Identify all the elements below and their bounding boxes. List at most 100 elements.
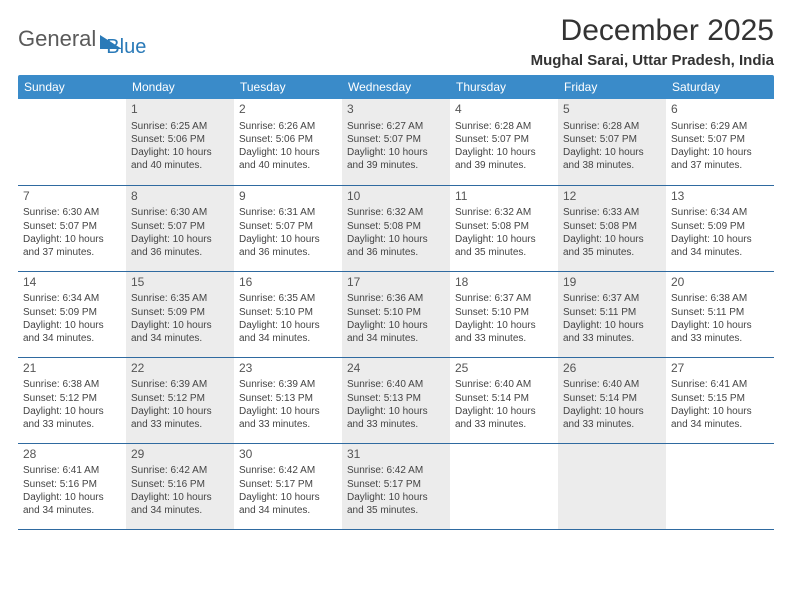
calendar-cell: 12Sunrise: 6:33 AMSunset: 5:08 PMDayligh… [558, 185, 666, 271]
calendar-cell: 8Sunrise: 6:30 AMSunset: 5:07 PMDaylight… [126, 185, 234, 271]
weekday-header: Friday [558, 75, 666, 99]
daylight-line: Daylight: 10 hours and 35 minutes. [347, 491, 445, 517]
sunset-line: Sunset: 5:14 PM [563, 392, 661, 405]
daylight-line: Daylight: 10 hours and 36 minutes. [347, 233, 445, 259]
daylight-line: Daylight: 10 hours and 34 minutes. [671, 405, 769, 431]
sunrise-line: Sunrise: 6:35 AM [239, 292, 337, 305]
daylight-line: Daylight: 10 hours and 34 minutes. [131, 319, 229, 345]
sunset-line: Sunset: 5:10 PM [239, 306, 337, 319]
sunrise-line: Sunrise: 6:32 AM [347, 206, 445, 219]
day-number: 11 [455, 189, 553, 205]
daylight-line: Daylight: 10 hours and 33 minutes. [563, 405, 661, 431]
sunrise-line: Sunrise: 6:40 AM [347, 378, 445, 391]
sunrise-line: Sunrise: 6:40 AM [563, 378, 661, 391]
sunrise-line: Sunrise: 6:38 AM [23, 378, 121, 391]
sunset-line: Sunset: 5:08 PM [563, 220, 661, 233]
sunrise-line: Sunrise: 6:31 AM [239, 206, 337, 219]
daylight-line: Daylight: 10 hours and 34 minutes. [23, 491, 121, 517]
calendar-cell: 11Sunrise: 6:32 AMSunset: 5:08 PMDayligh… [450, 185, 558, 271]
daylight-line: Daylight: 10 hours and 33 minutes. [455, 319, 553, 345]
day-number: 10 [347, 189, 445, 205]
day-number: 13 [671, 189, 769, 205]
day-number: 27 [671, 361, 769, 377]
daylight-line: Daylight: 10 hours and 37 minutes. [23, 233, 121, 259]
sunset-line: Sunset: 5:07 PM [23, 220, 121, 233]
calendar-cell: 2Sunrise: 6:26 AMSunset: 5:06 PMDaylight… [234, 99, 342, 185]
sunrise-line: Sunrise: 6:41 AM [23, 464, 121, 477]
weekday-header: Tuesday [234, 75, 342, 99]
sunrise-line: Sunrise: 6:33 AM [563, 206, 661, 219]
sunset-line: Sunset: 5:12 PM [131, 392, 229, 405]
sunrise-line: Sunrise: 6:40 AM [455, 378, 553, 391]
sunset-line: Sunset: 5:07 PM [131, 220, 229, 233]
sunrise-line: Sunrise: 6:34 AM [671, 206, 769, 219]
daylight-line: Daylight: 10 hours and 33 minutes. [455, 405, 553, 431]
day-number: 28 [23, 447, 121, 463]
sunset-line: Sunset: 5:09 PM [671, 220, 769, 233]
sunrise-line: Sunrise: 6:29 AM [671, 120, 769, 133]
calendar-cell: 4Sunrise: 6:28 AMSunset: 5:07 PMDaylight… [450, 99, 558, 185]
sunrise-line: Sunrise: 6:27 AM [347, 120, 445, 133]
day-number: 31 [347, 447, 445, 463]
daylight-line: Daylight: 10 hours and 36 minutes. [239, 233, 337, 259]
day-number: 22 [131, 361, 229, 377]
logo-word-general: General [18, 26, 96, 52]
calendar-cell [666, 443, 774, 529]
day-number: 25 [455, 361, 553, 377]
calendar-cell: 9Sunrise: 6:31 AMSunset: 5:07 PMDaylight… [234, 185, 342, 271]
sunset-line: Sunset: 5:09 PM [131, 306, 229, 319]
sunrise-line: Sunrise: 6:25 AM [131, 120, 229, 133]
day-number: 30 [239, 447, 337, 463]
day-number: 2 [239, 102, 337, 118]
calendar-cell [558, 443, 666, 529]
calendar-row: 28Sunrise: 6:41 AMSunset: 5:16 PMDayligh… [18, 443, 774, 529]
daylight-line: Daylight: 10 hours and 34 minutes. [131, 491, 229, 517]
calendar-cell: 24Sunrise: 6:40 AMSunset: 5:13 PMDayligh… [342, 357, 450, 443]
calendar-cell: 14Sunrise: 6:34 AMSunset: 5:09 PMDayligh… [18, 271, 126, 357]
day-number: 19 [563, 275, 661, 291]
sunset-line: Sunset: 5:15 PM [671, 392, 769, 405]
logo-word-blue: Blue [106, 36, 146, 59]
sunset-line: Sunset: 5:11 PM [563, 306, 661, 319]
day-number: 18 [455, 275, 553, 291]
sunset-line: Sunset: 5:07 PM [239, 220, 337, 233]
sunrise-line: Sunrise: 6:32 AM [455, 206, 553, 219]
day-number: 4 [455, 102, 553, 118]
calendar-row: 7Sunrise: 6:30 AMSunset: 5:07 PMDaylight… [18, 185, 774, 271]
day-number: 8 [131, 189, 229, 205]
calendar-cell: 28Sunrise: 6:41 AMSunset: 5:16 PMDayligh… [18, 443, 126, 529]
sunrise-line: Sunrise: 6:42 AM [131, 464, 229, 477]
sunrise-line: Sunrise: 6:28 AM [455, 120, 553, 133]
weekday-header: Sunday [18, 75, 126, 99]
sunset-line: Sunset: 5:08 PM [347, 220, 445, 233]
sunset-line: Sunset: 5:09 PM [23, 306, 121, 319]
sunrise-line: Sunrise: 6:41 AM [671, 378, 769, 391]
calendar-cell: 22Sunrise: 6:39 AMSunset: 5:12 PMDayligh… [126, 357, 234, 443]
sunrise-line: Sunrise: 6:34 AM [23, 292, 121, 305]
calendar-cell: 3Sunrise: 6:27 AMSunset: 5:07 PMDaylight… [342, 99, 450, 185]
calendar-cell: 5Sunrise: 6:28 AMSunset: 5:07 PMDaylight… [558, 99, 666, 185]
location-label: Mughal Sarai, Uttar Pradesh, India [531, 52, 774, 69]
daylight-line: Daylight: 10 hours and 33 minutes. [239, 405, 337, 431]
sunrise-line: Sunrise: 6:36 AM [347, 292, 445, 305]
daylight-line: Daylight: 10 hours and 33 minutes. [671, 319, 769, 345]
calendar-cell: 6Sunrise: 6:29 AMSunset: 5:07 PMDaylight… [666, 99, 774, 185]
logo: General Blue [18, 18, 146, 59]
calendar-cell: 30Sunrise: 6:42 AMSunset: 5:17 PMDayligh… [234, 443, 342, 529]
day-number: 6 [671, 102, 769, 118]
sunset-line: Sunset: 5:06 PM [131, 133, 229, 146]
calendar-cell: 19Sunrise: 6:37 AMSunset: 5:11 PMDayligh… [558, 271, 666, 357]
month-title: December 2025 [531, 14, 774, 48]
sunset-line: Sunset: 5:10 PM [455, 306, 553, 319]
day-number: 20 [671, 275, 769, 291]
daylight-line: Daylight: 10 hours and 35 minutes. [455, 233, 553, 259]
calendar-cell: 25Sunrise: 6:40 AMSunset: 5:14 PMDayligh… [450, 357, 558, 443]
title-block: December 2025 Mughal Sarai, Uttar Prades… [531, 14, 774, 69]
sunrise-line: Sunrise: 6:30 AM [131, 206, 229, 219]
daylight-line: Daylight: 10 hours and 34 minutes. [239, 491, 337, 517]
calendar-cell: 31Sunrise: 6:42 AMSunset: 5:17 PMDayligh… [342, 443, 450, 529]
sunset-line: Sunset: 5:13 PM [239, 392, 337, 405]
sunrise-line: Sunrise: 6:42 AM [239, 464, 337, 477]
day-number: 7 [23, 189, 121, 205]
weekday-header: Thursday [450, 75, 558, 99]
